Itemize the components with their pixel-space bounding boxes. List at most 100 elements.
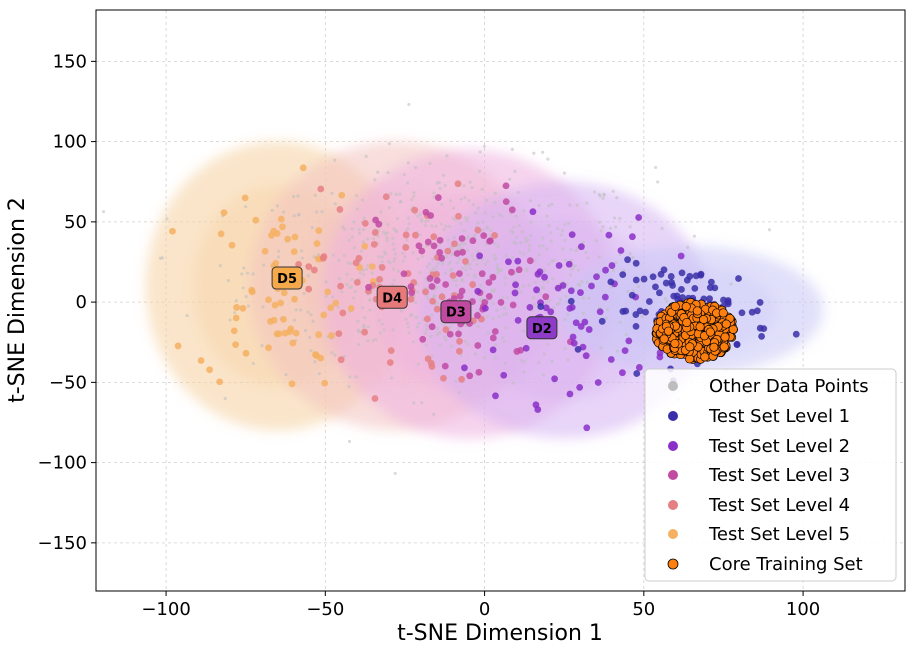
axis-ticks: −100 −50 0 50 100 −150 −100 −50 0 50 100 150 — [38, 51, 821, 620]
point-test-set-level-3 — [509, 301, 517, 309]
point-other-data-points — [466, 343, 470, 347]
point-test-set-level-5 — [287, 325, 295, 333]
point-other-data-points — [350, 278, 354, 282]
point-other-data-points — [573, 263, 577, 268]
point-test-set-level-3 — [442, 281, 450, 288]
point-other-data-points — [302, 291, 306, 296]
point-core-training-set — [709, 342, 719, 352]
point-other-data-points — [392, 259, 396, 264]
point-other-data-points — [527, 283, 531, 287]
point-other-data-points — [480, 187, 484, 192]
point-other-data-points — [503, 361, 507, 366]
legend-box — [644, 368, 897, 582]
point-test-set-level-1 — [657, 270, 665, 278]
point-other-data-points — [226, 278, 230, 283]
point-test-set-level-1 — [756, 324, 764, 332]
point-other-data-points — [306, 274, 310, 278]
point-test-set-level-4 — [402, 244, 410, 251]
point-test-set-level-3 — [441, 362, 449, 370]
point-other-data-points — [505, 312, 509, 316]
point-other-data-points — [347, 238, 351, 242]
point-other-data-points — [403, 255, 407, 259]
point-other-data-points — [506, 296, 510, 300]
point-other-data-points — [240, 272, 244, 276]
point-test-set-level-2 — [512, 281, 519, 289]
point-test-set-level-2 — [568, 231, 576, 239]
point-other-data-points — [575, 203, 579, 207]
point-other-data-points — [529, 220, 533, 224]
point-other-data-points — [391, 267, 396, 271]
point-other-data-points — [407, 222, 411, 226]
point-other-data-points — [592, 190, 597, 194]
point-other-data-points — [412, 191, 416, 195]
point-other-data-points — [345, 272, 349, 276]
point-other-data-points — [586, 256, 590, 260]
point-other-data-points — [426, 297, 430, 301]
point-other-data-points — [393, 256, 397, 260]
point-other-data-points — [436, 261, 440, 265]
point-other-data-points — [459, 353, 463, 357]
point-other-data-points — [660, 226, 664, 231]
point-other-data-points — [411, 340, 415, 344]
point-test-set-level-1 — [724, 298, 732, 306]
point-other-data-points — [504, 282, 508, 286]
point-other-data-points — [388, 261, 392, 265]
point-other-data-points — [401, 251, 405, 255]
point-other-data-points — [532, 151, 536, 155]
point-core-training-set — [682, 317, 692, 328]
point-other-data-points — [640, 314, 644, 319]
point-other-data-points — [442, 228, 446, 232]
point-other-data-points — [412, 194, 416, 199]
y-tick-label: 50 — [64, 212, 87, 233]
point-other-data-points — [545, 247, 549, 251]
point-other-data-points — [692, 234, 697, 238]
point-other-data-points — [522, 209, 526, 213]
point-test-set-level-3 — [419, 335, 427, 343]
point-other-data-points — [361, 227, 366, 232]
point-other-data-points — [361, 306, 365, 310]
point-test-set-level-3 — [438, 254, 446, 262]
point-other-data-points — [601, 225, 605, 229]
point-other-data-points — [546, 157, 550, 161]
y-tick-label: 0 — [76, 292, 87, 313]
point-other-data-points — [232, 311, 237, 315]
point-test-set-level-5 — [169, 227, 176, 235]
point-core-training-set — [695, 322, 705, 332]
point-test-set-level-4 — [339, 309, 347, 317]
point-other-data-points — [432, 191, 436, 195]
point-other-data-points — [364, 267, 369, 271]
point-other-data-points — [457, 390, 461, 395]
point-other-data-points — [358, 271, 363, 275]
point-test-set-level-4 — [310, 266, 318, 274]
point-test-set-level-2 — [596, 308, 604, 316]
point-other-data-points — [493, 200, 497, 205]
point-other-data-points — [362, 272, 366, 277]
point-other-data-points — [542, 268, 546, 272]
point-test-set-level-1 — [706, 295, 713, 303]
point-other-data-points — [663, 297, 668, 301]
point-other-data-points — [356, 328, 360, 332]
point-other-data-points — [284, 373, 288, 377]
cluster-label-box — [440, 300, 472, 324]
point-other-data-points — [574, 249, 578, 253]
point-other-data-points — [512, 225, 516, 229]
point-test-set-level-1 — [632, 276, 640, 284]
point-other-data-points — [465, 216, 470, 220]
point-core-training-set — [659, 334, 669, 344]
point-test-set-level-5 — [332, 299, 340, 307]
point-other-data-points — [270, 208, 274, 213]
point-other-data-points — [392, 247, 396, 252]
legend-label-core: Core Training Set — [709, 554, 863, 575]
point-other-data-points — [425, 327, 429, 332]
point-other-data-points — [413, 165, 418, 170]
y-tick-label: −150 — [38, 533, 87, 554]
point-other-data-points — [563, 238, 567, 242]
point-test-set-level-4 — [305, 263, 313, 271]
point-test-set-level-3 — [480, 232, 488, 240]
point-other-data-points — [519, 290, 523, 294]
point-test-set-level-2 — [594, 379, 602, 386]
point-test-set-level-4 — [440, 374, 447, 382]
point-other-data-points — [386, 170, 390, 175]
point-test-set-level-3 — [474, 342, 482, 349]
point-test-set-level-1 — [706, 284, 714, 292]
